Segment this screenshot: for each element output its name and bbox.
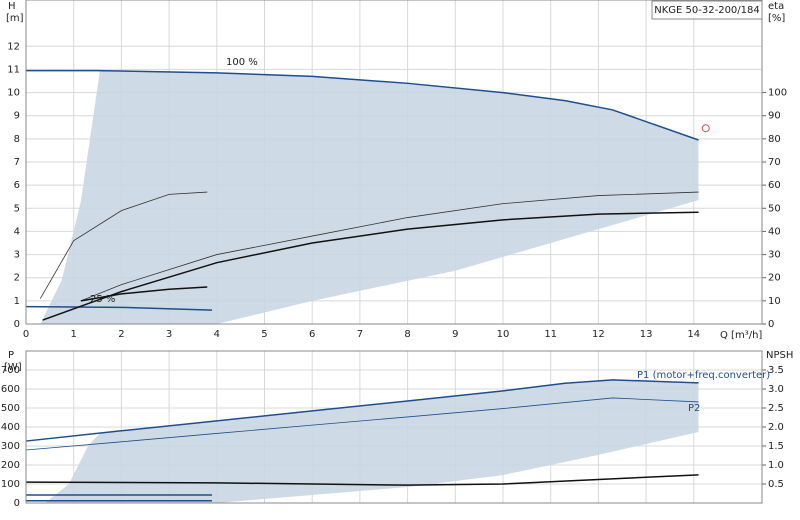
y2-tick-label: 1.0	[768, 460, 784, 471]
y-tick-label: 11	[7, 64, 20, 75]
y-tick-label: 600	[1, 384, 20, 395]
curve	[80, 286, 208, 302]
x-tick-label: 3	[166, 329, 172, 340]
y2-tick-label: 2.0	[768, 422, 784, 433]
y2-tick-label: 100	[768, 88, 787, 99]
y-tick-label: 3	[14, 250, 20, 261]
y2-tick-label: 90	[768, 111, 781, 122]
plot-layer: 0 1 2 3 4 5 6 7 8 9 10 11 12 13 1401234567891011120102…	[1, 0, 787, 509]
y-tick-label: 700	[1, 365, 20, 376]
y2-tick-label: 40	[768, 226, 781, 237]
x-tick-label: 6	[309, 329, 315, 340]
y-tick-label: 10	[7, 88, 20, 99]
y-label: H	[8, 1, 16, 12]
y-tick-label: 200	[1, 460, 20, 471]
curve	[25, 474, 699, 486]
y2-unit: [%]	[768, 13, 785, 24]
y2-tick-label: 60	[768, 180, 781, 191]
y-tick-label: 6	[14, 180, 20, 191]
curve	[25, 397, 699, 451]
x-tick-label: 8	[404, 329, 410, 340]
x-tick-label: 10	[497, 329, 510, 340]
y-tick-label: 5	[14, 203, 20, 214]
y-tick-label: 1	[14, 296, 20, 307]
curve	[26, 69, 699, 141]
x-tick-label: 11	[544, 329, 557, 340]
y2-tick-label: 3.0	[768, 384, 784, 395]
y2-tick-label: 80	[768, 134, 781, 145]
annotation: 25 %	[90, 294, 115, 305]
y2-label: NPSH	[766, 350, 793, 361]
y2-tick-label: 50	[768, 203, 781, 214]
y2-tick-label: 30	[768, 250, 781, 261]
y-tick-label: 2	[14, 273, 20, 284]
y-unit: [W]	[4, 362, 22, 373]
duty-point	[701, 124, 710, 133]
y-tick-label: 0	[14, 319, 20, 330]
x-tick-label: 2	[118, 329, 124, 340]
y2-tick-label: 20	[768, 273, 781, 284]
curve	[42, 211, 699, 321]
x-tick-label: 0	[23, 329, 29, 340]
chart-title: NKGE 50-32-200/184	[654, 5, 760, 16]
series-label: P1 (motor+freq.converter)	[637, 370, 770, 381]
annotation: 100 %	[226, 57, 258, 68]
y2-tick-label: 2.5	[768, 403, 784, 414]
y2-tick-label: 70	[768, 157, 781, 168]
y-tick-label: 9	[14, 111, 20, 122]
y-tick-label: 300	[1, 441, 20, 452]
y-tick-label: 4	[14, 226, 20, 237]
plot-frame	[25, 0, 763, 325]
y-label: P	[8, 350, 14, 361]
y-tick-label: 7	[14, 157, 20, 168]
y2-tick-label: 0.5	[768, 479, 784, 490]
x-tick-label: 12	[592, 329, 605, 340]
series-label: P2	[688, 403, 700, 414]
y-tick-label: 12	[7, 41, 20, 52]
y-tick-label: 400	[1, 422, 20, 433]
y2-tick-label: 1.5	[768, 441, 784, 452]
y-tick-label: 8	[14, 134, 20, 145]
curve	[80, 191, 699, 302]
plot-frame	[25, 350, 763, 504]
operating-area	[40, 70, 699, 324]
curve	[25, 379, 699, 442]
operating-area	[45, 379, 699, 503]
y-tick-label: 500	[1, 403, 20, 414]
x-tick-label: 4	[214, 329, 220, 340]
x-tick-label: 1	[71, 329, 77, 340]
y-tick-label: 0	[14, 498, 20, 509]
curve	[39, 191, 208, 299]
title-box	[651, 0, 763, 20]
x-tick-label: 14	[687, 329, 700, 340]
y-tick-label: 100	[1, 479, 20, 490]
x-tick-label: 7	[357, 329, 363, 340]
x-tick-label: 9	[452, 329, 458, 340]
y2-tick-label: 10	[768, 296, 781, 307]
curve	[25, 305, 213, 311]
x-tick-label: 13	[640, 329, 653, 340]
x-label: Q [m³/h]	[720, 330, 762, 341]
y2-tick-label: 0	[768, 319, 774, 330]
y-unit: [m]	[6, 13, 24, 24]
x-tick-label: 5	[261, 329, 267, 340]
y2-tick-label: 3.5	[768, 365, 784, 376]
y2-label: eta	[768, 1, 784, 12]
